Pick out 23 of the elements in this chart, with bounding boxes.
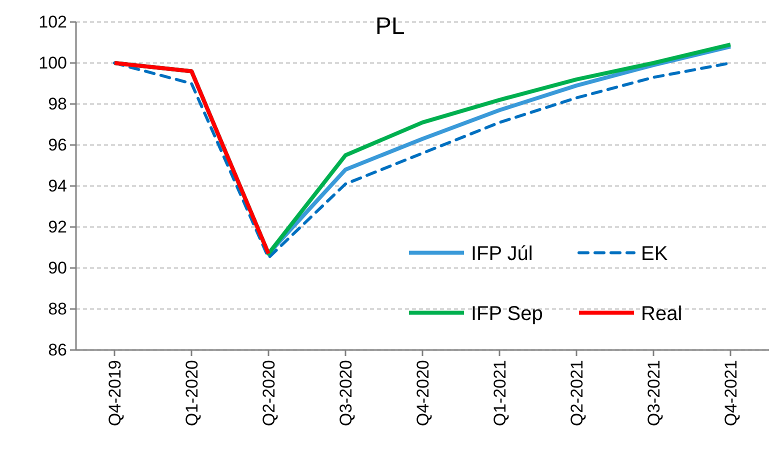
legend-label: IFP Júl	[471, 242, 533, 265]
y-tick-label: 88	[48, 299, 67, 318]
x-tick-label: Q1-2020	[182, 360, 202, 426]
x-tick-label: Q4-2019	[105, 360, 124, 426]
y-tick-label: 96	[48, 135, 67, 154]
y-tick-label: 98	[48, 94, 67, 114]
y-tick-label: 94	[48, 176, 67, 196]
x-tick-label: Q4-2020	[413, 360, 432, 426]
x-tick-label: Q2-2021	[567, 360, 586, 426]
legend-label: IFP Sep	[471, 302, 543, 325]
x-tick-label: Q1-2021	[490, 360, 510, 426]
y-tick-label: 100	[38, 53, 67, 72]
x-tick-label: Q3-2021	[644, 360, 664, 426]
y-tick-label: 86	[48, 340, 67, 360]
legend-label: EK	[641, 242, 668, 265]
x-tick-label: Q3-2020	[336, 360, 356, 426]
y-tick-label: 102	[38, 12, 67, 32]
y-tick-label: 92	[48, 217, 67, 236]
y-tick-label: 90	[48, 258, 67, 278]
x-tick-label: Q2-2020	[259, 360, 278, 426]
x-tick-label: Q4-2021	[721, 360, 740, 426]
chart-title: PL	[375, 13, 405, 40]
legend-label: Real	[641, 302, 682, 325]
